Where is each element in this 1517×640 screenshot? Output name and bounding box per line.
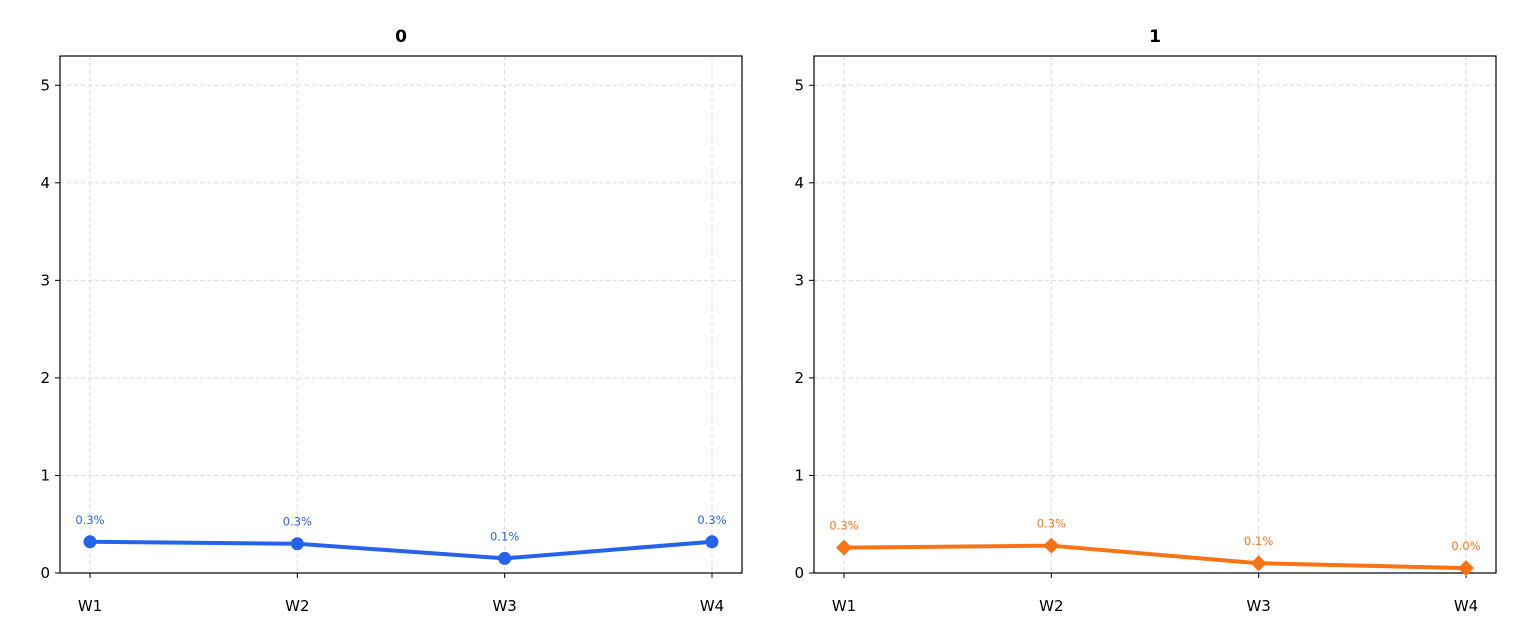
- x-tick-label: W2: [285, 597, 309, 615]
- y-tick-label: 1: [794, 466, 804, 484]
- y-tick-label: 5: [40, 76, 50, 94]
- x-tick-label: W4: [700, 597, 724, 615]
- data-point: [498, 551, 512, 565]
- data-label: 0.0%: [1451, 539, 1480, 553]
- y-tick-label: 1: [40, 466, 50, 484]
- data-point: [1043, 537, 1060, 554]
- x-tick-label: W1: [832, 597, 856, 615]
- y-tick-label: 3: [40, 271, 50, 289]
- data-point: [83, 535, 97, 549]
- data-point: [836, 539, 852, 556]
- x-tick-label: W4: [1454, 597, 1478, 615]
- data-point: [290, 537, 304, 551]
- x-tick-label: W1: [78, 597, 102, 615]
- series-line: [88, 539, 714, 561]
- y-tick-label: 0: [40, 564, 50, 582]
- x-tick-label: W3: [492, 597, 516, 615]
- y-tick-label: 5: [794, 76, 804, 94]
- plot-frame: [59, 55, 743, 574]
- y-tick-label: 2: [794, 369, 804, 387]
- data-label: 0.3%: [75, 513, 104, 527]
- y-tick-label: 4: [794, 174, 804, 192]
- panel-title: 0: [395, 27, 407, 47]
- data-point: [1458, 560, 1474, 577]
- x-tick-label: W2: [1039, 597, 1063, 615]
- plot-frame: [813, 55, 1497, 574]
- data-label: 0.3%: [697, 513, 726, 527]
- y-tick-label: 3: [794, 271, 804, 289]
- y-tick-label: 2: [40, 369, 50, 387]
- data-label: 0.3%: [283, 515, 312, 529]
- x-tick-label: W3: [1246, 597, 1270, 615]
- chart-panel-0: 0 0 1 2 3 4 5 W1 W2 W3 W4 0.3% 0.3% 0.1% 0.3%: [40, 27, 743, 615]
- data-point: [705, 535, 719, 549]
- series-line: [842, 543, 1468, 571]
- data-label: 0.3%: [829, 519, 858, 533]
- y-tick-label: 4: [40, 174, 50, 192]
- chart-panel-1: 1 0 1 2 3 4 5 W1 W2 W3 W4 0.3% 0.3% 0.1% 0.0%: [794, 27, 1497, 615]
- y-tick-label: 0: [794, 564, 804, 582]
- data-label: 0.3%: [1037, 517, 1066, 531]
- data-label: 0.1%: [490, 529, 519, 543]
- panel-title: 1: [1149, 27, 1161, 47]
- data-label: 0.1%: [1244, 534, 1273, 548]
- data-point: [1250, 555, 1267, 572]
